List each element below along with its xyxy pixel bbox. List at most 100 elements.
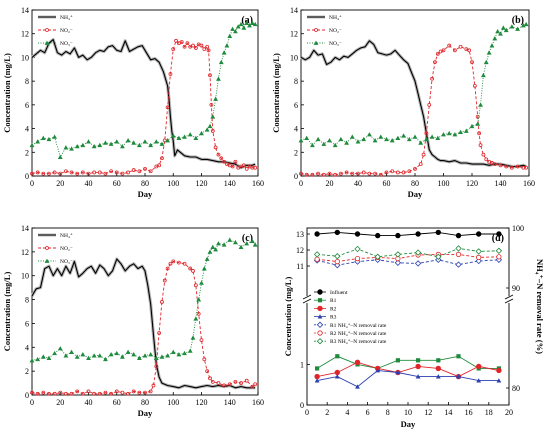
data-point [384, 136, 389, 142]
data-point [131, 389, 136, 394]
data-point [433, 60, 437, 65]
series-line [300, 40, 527, 168]
data-point [390, 169, 395, 174]
data-point [191, 43, 195, 48]
x-tick-label: 12 [424, 408, 432, 417]
data-point [252, 21, 258, 27]
data-point [114, 389, 119, 394]
y-tick-label: 0 [294, 172, 298, 181]
y-tick-label: 14 [21, 224, 29, 233]
series-r3-rate [313, 245, 503, 260]
data-point [182, 350, 187, 356]
series-line [300, 45, 527, 176]
data-point [208, 376, 212, 381]
data-point [52, 350, 57, 356]
data-point [210, 379, 215, 384]
y-right-tick-label: 100 [512, 224, 524, 233]
data-point [91, 143, 97, 149]
data-point [430, 76, 435, 81]
data-point [120, 143, 125, 149]
data-point [193, 316, 199, 321]
x-tick-label: 160 [252, 398, 264, 407]
data-point [47, 171, 51, 176]
y-axis-label: Concentration (mg/L) [2, 53, 12, 133]
data-point [136, 142, 142, 148]
data-point [452, 48, 457, 53]
x-axis-label: Day [138, 408, 153, 418]
data-point [252, 242, 258, 247]
data-point [222, 383, 227, 388]
data-point [188, 266, 193, 271]
x-tick-label: 16 [465, 408, 473, 417]
y-tick-label: 0 [25, 391, 29, 400]
data-point [92, 391, 97, 396]
x-tick-label: 140 [224, 398, 236, 407]
data-point [210, 114, 216, 119]
data-point [171, 259, 176, 264]
data-point [40, 354, 46, 359]
data-point [63, 353, 69, 358]
data-point [338, 136, 344, 142]
data-point [304, 135, 310, 140]
data-point [69, 146, 74, 151]
legend-label: NH₄⁺ [60, 15, 73, 21]
x-tick-label: 140 [495, 179, 507, 188]
data-point [253, 382, 258, 387]
data-point [233, 159, 238, 164]
x-tick-label: 40 [85, 398, 93, 407]
data-point [137, 169, 142, 174]
data-point [75, 171, 80, 176]
data-point [418, 162, 423, 167]
data-point [384, 170, 389, 175]
data-point [467, 48, 472, 53]
legend-marker [316, 321, 324, 328]
data-point [193, 283, 198, 288]
data-point [235, 24, 241, 29]
data-point [176, 352, 182, 357]
data-point [496, 378, 502, 383]
data-point [219, 156, 224, 161]
data-point [496, 367, 502, 374]
y-tick-label: 0 [25, 172, 29, 181]
data-point [143, 390, 147, 395]
data-point [80, 391, 85, 396]
data-point [179, 40, 184, 44]
data-point [463, 128, 469, 133]
data-point [394, 259, 402, 266]
legend-label: Influent [330, 289, 348, 296]
data-point [367, 132, 372, 137]
x-tick-label: 20 [505, 408, 513, 417]
data-point [47, 391, 51, 396]
data-point [441, 48, 446, 53]
data-point [481, 152, 486, 157]
x-tick-label: 0 [30, 398, 34, 407]
data-point [191, 269, 195, 273]
data-point [378, 172, 383, 177]
data-point [427, 102, 432, 107]
x-tick-label: 100 [438, 179, 450, 188]
x-tick-label: 0 [30, 179, 34, 188]
data-point [218, 59, 224, 65]
data-point [472, 83, 477, 88]
y-tick-label: 10 [21, 272, 29, 281]
y-tick-label: 14 [290, 6, 298, 15]
data-point [35, 391, 40, 396]
data-point [86, 355, 91, 360]
data-point [247, 23, 252, 28]
data-point [424, 131, 429, 136]
y-tick-label: 13 [296, 230, 304, 239]
axis-break-mark [504, 298, 514, 304]
data-point [151, 383, 156, 388]
data-point [204, 256, 210, 261]
data-point [509, 24, 515, 29]
series-line [317, 231, 499, 237]
data-point [374, 253, 381, 260]
legend-marker [45, 246, 49, 250]
data-point [429, 134, 435, 139]
data-point [176, 260, 181, 265]
legend-label: NO₂⁻ [329, 28, 342, 34]
data-point [238, 21, 244, 27]
legend-label: R1 NH₄⁺–N removal rate [330, 323, 387, 329]
data-point [143, 166, 147, 171]
legend-label: NO₂⁻ [60, 246, 73, 252]
